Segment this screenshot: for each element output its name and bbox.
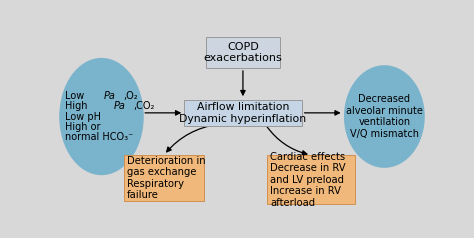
Text: Cardiac effects
Decrease in RV
and LV preload
Increase in RV
afterload: Cardiac effects Decrease in RV and LV pr…	[271, 152, 346, 208]
Text: Deterioration in
gas exchange
Respiratory
failure: Deterioration in gas exchange Respirator…	[127, 155, 206, 200]
Text: normal HCO₃⁻: normal HCO₃⁻	[65, 132, 133, 142]
Ellipse shape	[344, 65, 425, 168]
Ellipse shape	[59, 58, 144, 175]
Text: Pa: Pa	[104, 91, 116, 101]
FancyBboxPatch shape	[124, 155, 204, 201]
Text: Airflow limitation
Dynamic hyperinflation: Airflow limitation Dynamic hyperinflatio…	[179, 102, 307, 124]
Text: High: High	[65, 101, 91, 111]
Text: COPD
exacerbations: COPD exacerbations	[203, 42, 283, 63]
FancyBboxPatch shape	[184, 100, 301, 126]
Text: Low: Low	[65, 91, 87, 101]
Text: ,CO₂: ,CO₂	[133, 101, 155, 111]
Text: Low pH: Low pH	[65, 112, 101, 122]
FancyBboxPatch shape	[267, 155, 355, 204]
Text: Pa: Pa	[114, 101, 126, 111]
Text: Decreased
alveolar minute
ventilation
V/Q mismatch: Decreased alveolar minute ventilation V/…	[346, 94, 423, 139]
Text: ,O₂: ,O₂	[123, 91, 138, 101]
Text: High or: High or	[65, 122, 100, 132]
FancyBboxPatch shape	[206, 37, 280, 68]
